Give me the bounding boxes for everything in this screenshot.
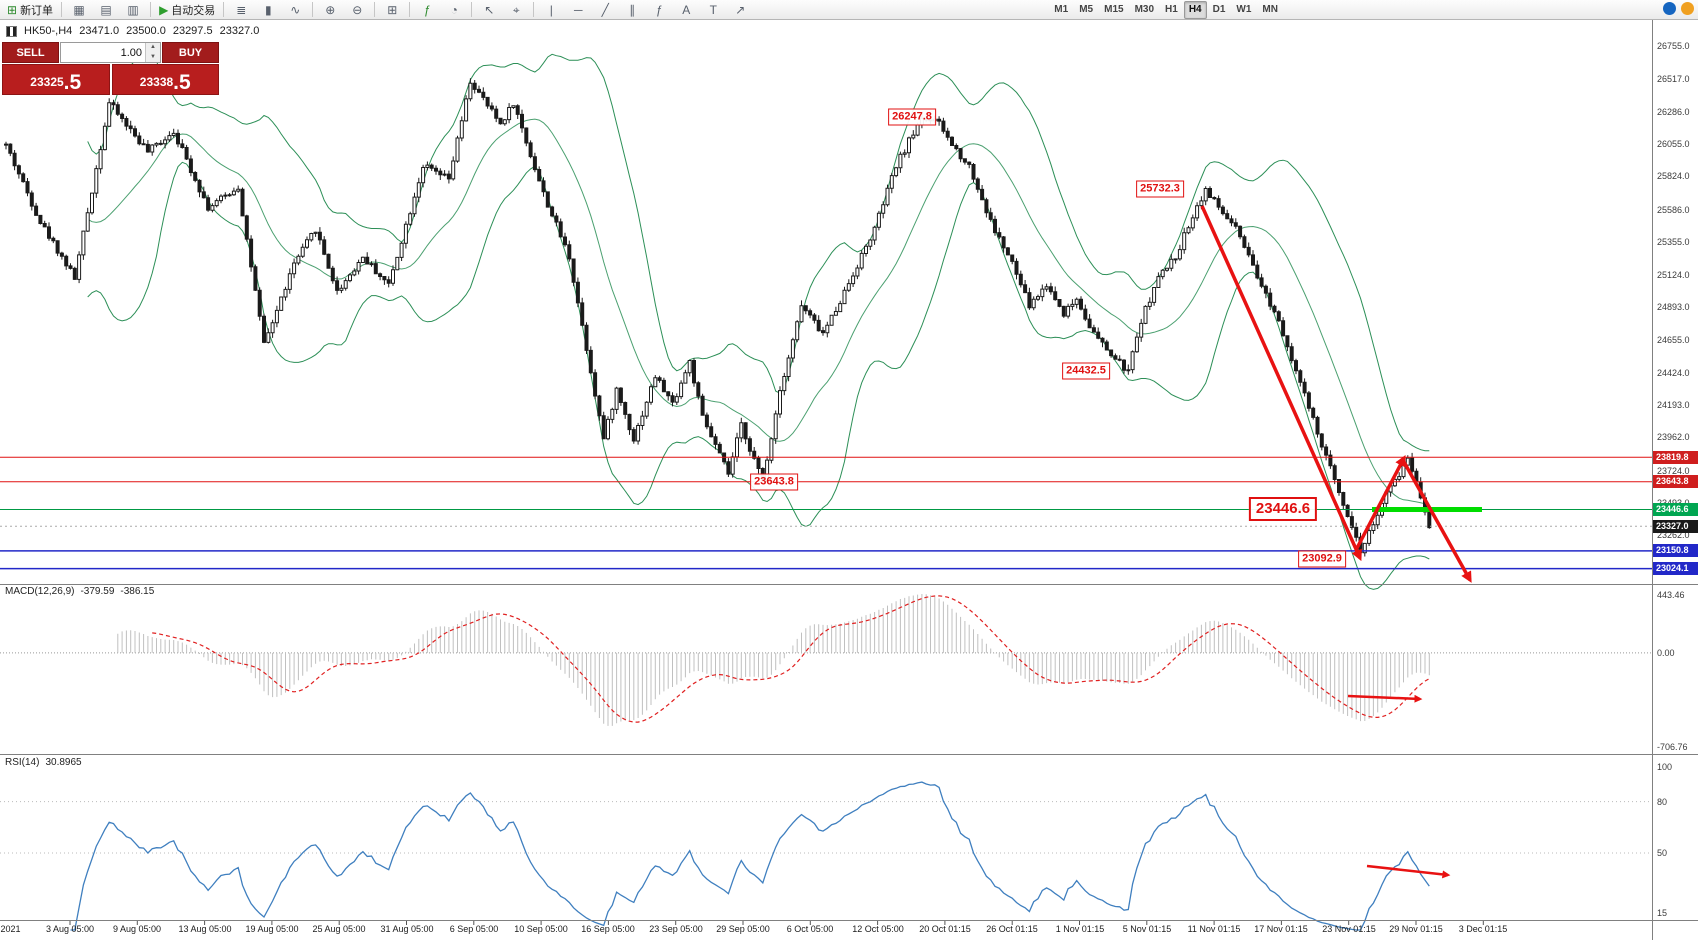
auto-trading-icon: ▶ — [159, 2, 169, 17]
toolbar-separator — [533, 2, 535, 17]
buy-button[interactable]: BUY — [162, 42, 219, 63]
data-window-icon: ▥ — [127, 2, 139, 17]
toolbar-right-icons — [1663, 2, 1694, 15]
trendline-button[interactable]: ╱ — [592, 0, 618, 19]
buy-price-pips: .5 — [173, 71, 191, 94]
line-chart-icon: ∿ — [290, 2, 301, 17]
zoom-out-button[interactable]: ⊖ — [344, 0, 370, 19]
bar-chart-button[interactable]: ≣ — [228, 0, 254, 19]
toolbar-separator — [409, 2, 411, 17]
horizontal-line-button[interactable]: ─ — [565, 0, 591, 19]
new-order-button-label: 新订单 — [20, 4, 54, 17]
arrows-button[interactable]: ↗ — [727, 0, 753, 19]
timeframe-group: M1 M5 M15 M30 H1 H4 D1 W1 MN — [1049, 0, 1283, 19]
auto-trading-button[interactable]: ▶ 自动交易 — [155, 0, 219, 19]
toolbar-separator — [61, 2, 63, 17]
indicators-button[interactable]: ƒ — [414, 0, 440, 19]
vertical-line-icon: | — [549, 2, 553, 17]
indicators-icon: ƒ — [423, 2, 431, 17]
timeframe-m15[interactable]: M15 — [1104, 4, 1124, 15]
one-click-trade-panel: SELL 1.00 ▲ ▼ BUY 23325 .5 23338 .5 — [2, 42, 219, 95]
cursor-icon: ↖ — [484, 2, 495, 17]
data-window-button[interactable]: ▥ — [120, 0, 146, 19]
label-button[interactable]: T — [700, 0, 726, 19]
timeframe-h1[interactable]: H1 — [1165, 4, 1178, 15]
fibonacci-button[interactable]: ƒ — [646, 0, 672, 19]
channel-icon: ∥ — [629, 2, 636, 17]
timeframe-w1[interactable]: W1 — [1236, 4, 1252, 15]
timeframe-m1[interactable]: M1 — [1054, 4, 1069, 15]
search-icon[interactable] — [1663, 2, 1676, 15]
crosshair-button[interactable]: ⌖ — [503, 0, 529, 19]
volume-down-icon[interactable]: ▼ — [146, 52, 160, 62]
text-button[interactable]: A — [673, 0, 699, 19]
bar-chart-icon: ≣ — [236, 2, 247, 17]
timeframe-d1[interactable]: D1 — [1212, 4, 1226, 15]
text-icon: A — [682, 2, 691, 17]
arrows-icon: ↗ — [735, 2, 746, 17]
sell-button[interactable]: SELL — [2, 42, 59, 63]
new-order-button[interactable]: ⊞ 新订单 — [3, 0, 57, 19]
volume-up-icon[interactable]: ▲ — [146, 43, 160, 53]
toolbar: ⊞ 新订单 ▦ ▤ ▥ ▶ 自动交易 ≣ ▮ ∿ ⊕ ⊖ ⊞ ƒ ◔ ↖ ⌖ | ─ ╱ ∥ ƒ A T ↗ M1 M5 M15 M30… — [0, 0, 1698, 20]
zoom-in-button[interactable]: ⊕ — [317, 0, 343, 19]
buy-price-main: 23338 — [139, 75, 174, 89]
sell-price-box[interactable]: 23325 .5 — [2, 64, 110, 95]
new-order-icon: ⊞ — [7, 2, 18, 17]
community-icon[interactable] — [1681, 2, 1694, 15]
crosshair-icon: ⌖ — [512, 2, 520, 17]
toolbar-separator — [374, 2, 376, 17]
timeframe-mn[interactable]: MN — [1262, 4, 1278, 15]
profiles-button[interactable]: ▤ — [93, 0, 119, 19]
profiles-icon: ▤ — [100, 2, 112, 17]
periods-icon: ◔ — [450, 2, 458, 17]
zoom-out-icon: ⊖ — [352, 2, 363, 17]
charts-window-icon: ▦ — [73, 2, 85, 17]
toolbar-separator — [223, 2, 225, 17]
toolbar-separator — [150, 2, 152, 17]
sell-price-pips: .5 — [63, 71, 82, 94]
volume-box: 1.00 ▲ ▼ — [60, 42, 161, 63]
cursor-button[interactable]: ↖ — [476, 0, 502, 19]
charts-window-button[interactable]: ▦ — [66, 0, 92, 19]
timeframe-m30[interactable]: M30 — [1134, 4, 1155, 15]
buy-price-box[interactable]: 23338 .5 — [111, 64, 219, 95]
periods-button[interactable]: ◔ — [441, 0, 467, 19]
fibonacci-icon: ƒ — [655, 2, 663, 17]
vertical-line-button[interactable]: | — [538, 0, 564, 19]
toolbar-separator — [471, 2, 473, 17]
horizontal-line-icon: ─ — [574, 2, 583, 17]
channel-button[interactable]: ∥ — [619, 0, 645, 19]
tile-windows-icon: ⊞ — [387, 2, 398, 17]
label-icon: T — [709, 2, 717, 17]
tile-windows-button[interactable]: ⊞ — [379, 0, 405, 19]
line-chart-button[interactable]: ∿ — [282, 0, 308, 19]
sell-price-main: 23325 — [30, 75, 64, 89]
toolbar-separator — [312, 2, 314, 17]
volume-input[interactable]: 1.00 — [120, 46, 142, 59]
candle-chart-icon: ▮ — [264, 2, 272, 17]
trendline-icon: ╱ — [601, 2, 609, 17]
timeframe-m5[interactable]: M5 — [1079, 4, 1094, 15]
timeframe-h4[interactable]: H4 — [1183, 0, 1207, 19]
auto-trading-button-label: 自动交易 — [171, 4, 216, 17]
candle-chart-button[interactable]: ▮ — [255, 0, 281, 19]
zoom-in-icon: ⊕ — [325, 2, 336, 17]
